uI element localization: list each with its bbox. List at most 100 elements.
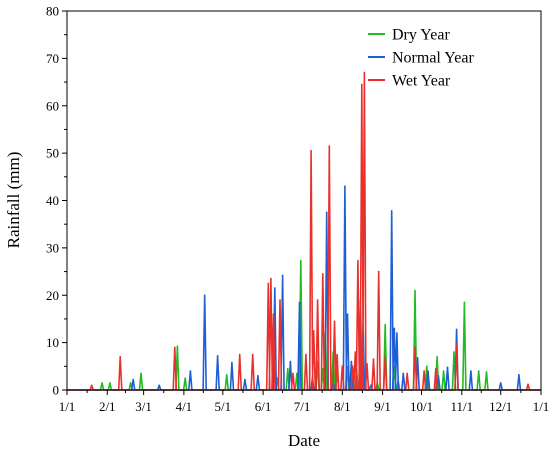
data-point-normal-year [244, 378, 246, 381]
data-point-dry-year [176, 345, 179, 348]
x-tick-label: 4/1 [176, 399, 193, 414]
data-point-normal-year [416, 357, 419, 359]
data-point-wet-year [377, 270, 380, 273]
data-point-normal-year [499, 382, 502, 384]
data-point-dry-year [129, 382, 132, 384]
axis-layer: 1/1 2/1 3/1 4/1 5/1 6/1 7/1 8/1 9/1 10/1 11/1 12/1 1… [46, 4, 549, 415]
data-point-wet-year [423, 370, 425, 372]
data-point-dry-year [384, 323, 387, 326]
data-point-wet-year [384, 356, 387, 358]
data-point-wet-year [238, 353, 241, 356]
data-point-normal-year [427, 370, 429, 372]
data-point-normal-year [289, 360, 292, 363]
data-point-dry-year [287, 367, 289, 370]
y-tick-label: 60 [46, 98, 59, 113]
data-point-dry-year [184, 377, 186, 380]
data-point-wet-year [359, 299, 362, 301]
data-point-normal-year [158, 384, 160, 387]
data-point-wet-year [305, 353, 307, 356]
data-point-wet-year [414, 346, 416, 349]
data-point-wet-year [312, 330, 315, 332]
data-point-wet-year [336, 353, 338, 356]
series-line-wet-year [67, 71, 541, 391]
y-tick-label: 40 [46, 193, 59, 208]
data-point-wet-year [435, 367, 437, 370]
data-point-normal-year [470, 370, 472, 372]
series-layer [67, 71, 541, 391]
data-point-dry-year [300, 259, 302, 262]
data-point-normal-year [393, 327, 396, 330]
data-point-dry-year [463, 301, 466, 304]
legend-label-dry-year: Dry Year [392, 27, 450, 44]
data-point-dry-year [442, 370, 445, 372]
data-point-wet-year [361, 83, 363, 86]
data-point-dry-year [101, 382, 103, 384]
y-tick-label: 10 [46, 335, 59, 350]
data-point-dry-year [140, 372, 142, 375]
plot-frame [66, 10, 542, 391]
data-point-normal-year [216, 355, 219, 357]
y-tick-label: 20 [46, 288, 59, 303]
data-point-wet-year [333, 320, 336, 323]
legend-label-wet-year: Wet Year [392, 73, 451, 90]
data-point-wet-year [357, 259, 359, 262]
data-point-dry-year [453, 351, 455, 353]
x-tick-label: 9/1 [374, 399, 391, 414]
x-tick-label: 3/1 [135, 399, 152, 414]
data-point-normal-year [257, 375, 259, 377]
data-point-wet-year [119, 356, 121, 358]
x-tick-label: 8/1 [334, 399, 351, 414]
data-point-wet-year [316, 299, 319, 301]
data-point-wet-year [267, 282, 270, 285]
x-tick-label: 1/1 [59, 399, 76, 414]
data-point-normal-year [396, 332, 398, 334]
legend-label-normal-year: Normal Year [392, 50, 474, 67]
data-point-wet-year [363, 71, 366, 74]
data-point-normal-year [325, 211, 328, 214]
data-point-normal-year [281, 274, 284, 277]
data-point-normal-year [189, 370, 192, 372]
data-point-normal-year [446, 366, 449, 369]
y-tick-label: 0 [53, 383, 60, 398]
x-axis-label: Date [288, 431, 320, 450]
y-tick-label: 30 [46, 240, 59, 255]
data-point-wet-year [292, 372, 294, 375]
data-point-wet-year [174, 346, 176, 349]
data-point-dry-year [436, 356, 438, 358]
data-point-normal-year [518, 374, 520, 376]
data-point-normal-year [344, 185, 346, 188]
x-tick-label: 1/1 [533, 399, 550, 414]
data-point-wet-year [354, 351, 357, 353]
x-tick-label: 5/1 [215, 399, 232, 414]
data-point-wet-year [322, 273, 324, 275]
data-point-dry-year [109, 382, 111, 384]
data-point-wet-year [310, 150, 312, 152]
data-point-normal-year [350, 360, 353, 363]
data-point-wet-year [272, 313, 275, 316]
x-tick-label: 11/1 [450, 399, 473, 414]
data-point-normal-year [402, 372, 405, 375]
data-point-normal-year [455, 328, 458, 331]
data-point-normal-year [298, 301, 301, 304]
data-point-wet-year [270, 277, 272, 280]
data-point-wet-year [341, 365, 344, 368]
series-line-dry-year [67, 259, 541, 391]
data-point-dry-year [225, 374, 228, 376]
y-tick-label: 80 [46, 4, 59, 19]
data-point-normal-year [346, 313, 349, 316]
data-point-wet-year [90, 384, 93, 387]
data-point-dry-year [296, 372, 298, 375]
y-axis-label: Rainfall (mm) [4, 152, 23, 249]
legend: Dry Year Normal Year Wet Year [368, 27, 474, 90]
data-point-normal-year [203, 294, 206, 297]
data-point-wet-year [351, 365, 354, 368]
data-point-wet-year [251, 353, 254, 356]
data-point-normal-year [370, 384, 372, 387]
data-point-wet-year [328, 145, 331, 147]
data-point-wet-year [527, 383, 529, 386]
data-point-dry-year [425, 365, 428, 368]
x-tick-label: 7/1 [294, 399, 311, 414]
series-line-normal-year [67, 185, 541, 391]
y-tick-label: 50 [46, 146, 59, 161]
